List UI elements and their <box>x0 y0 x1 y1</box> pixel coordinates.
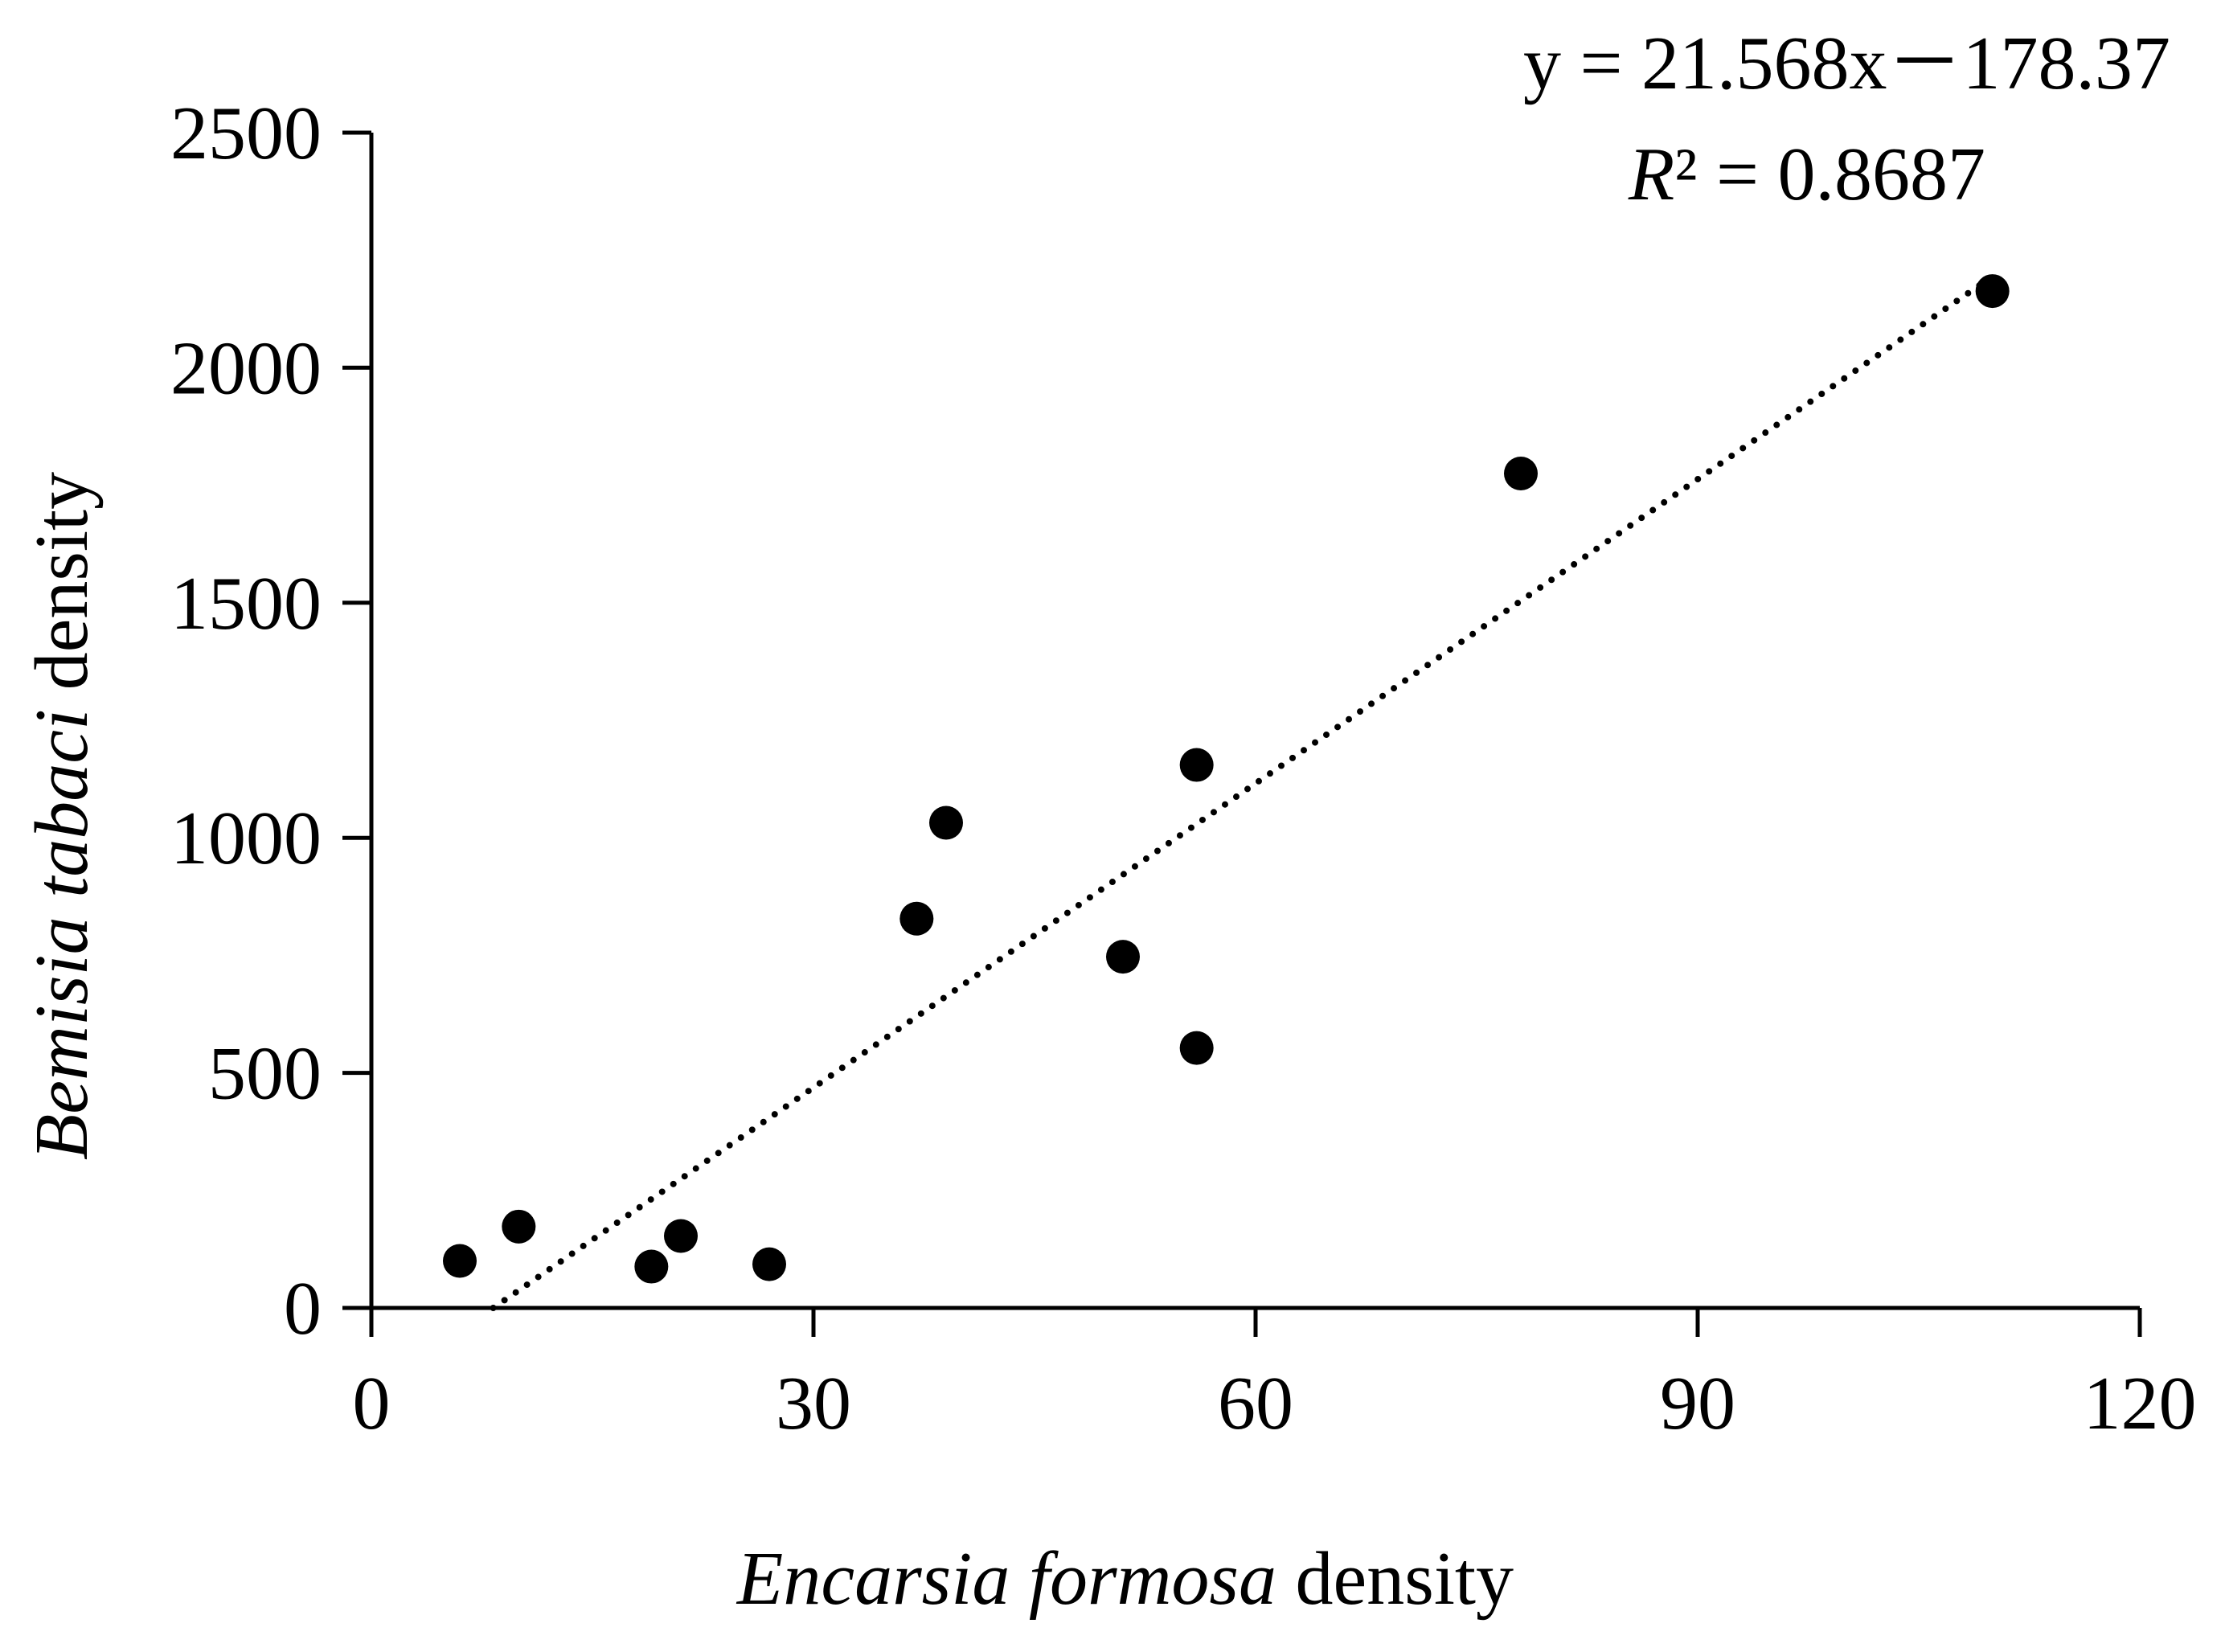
y-axis-title: Bemisia tabaci density <box>20 472 104 1160</box>
data-point-6 <box>899 901 934 936</box>
r-squared-symbol: R <box>1628 133 1674 216</box>
y-axis-title-species: Bemisia tabaci <box>20 709 104 1160</box>
y-tick-label-0: 0 <box>284 1267 322 1351</box>
y-axis-title-suffix: density <box>20 472 104 709</box>
y-tick-label-2000: 2000 <box>170 326 322 410</box>
data-point-8 <box>1106 940 1140 974</box>
x-tick-label-90: 90 <box>1660 1362 1735 1445</box>
r-squared-label: R² = 0.8687 <box>1628 133 1985 216</box>
data-point-1 <box>443 1244 477 1278</box>
data-point-4 <box>664 1219 698 1253</box>
x-axis-title-species: Encarsia formosa <box>736 1537 1276 1621</box>
data-point-9 <box>1179 748 1214 782</box>
x-tick-label-0: 0 <box>353 1362 391 1445</box>
data-point-7 <box>929 806 963 840</box>
data-point-10 <box>1179 1031 1214 1065</box>
data-point-5 <box>752 1247 786 1281</box>
regression-equation: y = 21.568x－178.37 <box>1523 22 2170 105</box>
data-point-2 <box>502 1209 536 1244</box>
axes: 0 500 1000 1500 2000 2500 0 30 60 90 120 <box>170 92 2197 1445</box>
y-tick-label-500: 500 <box>208 1032 322 1116</box>
data-points <box>443 274 2010 1284</box>
y-tick-label-2500: 2500 <box>170 92 322 175</box>
x-tick-label-30: 30 <box>776 1362 851 1445</box>
data-point-3 <box>634 1249 669 1284</box>
y-tick-label-1500: 1500 <box>170 562 322 646</box>
x-axis-title-suffix: density <box>1276 1537 1514 1621</box>
data-point-11 <box>1504 456 1538 490</box>
trendline <box>490 273 1996 1312</box>
x-axis-title: Encarsia formosa density <box>736 1537 1514 1621</box>
x-tick-label-120: 120 <box>2084 1362 2197 1445</box>
data-point-12 <box>1975 274 2010 309</box>
r-squared-value: ² = 0.8687 <box>1674 133 1985 216</box>
x-tick-label-60: 60 <box>1218 1362 1293 1445</box>
y-tick-label-1000: 1000 <box>170 797 322 880</box>
trendline-layer <box>490 273 1996 1312</box>
